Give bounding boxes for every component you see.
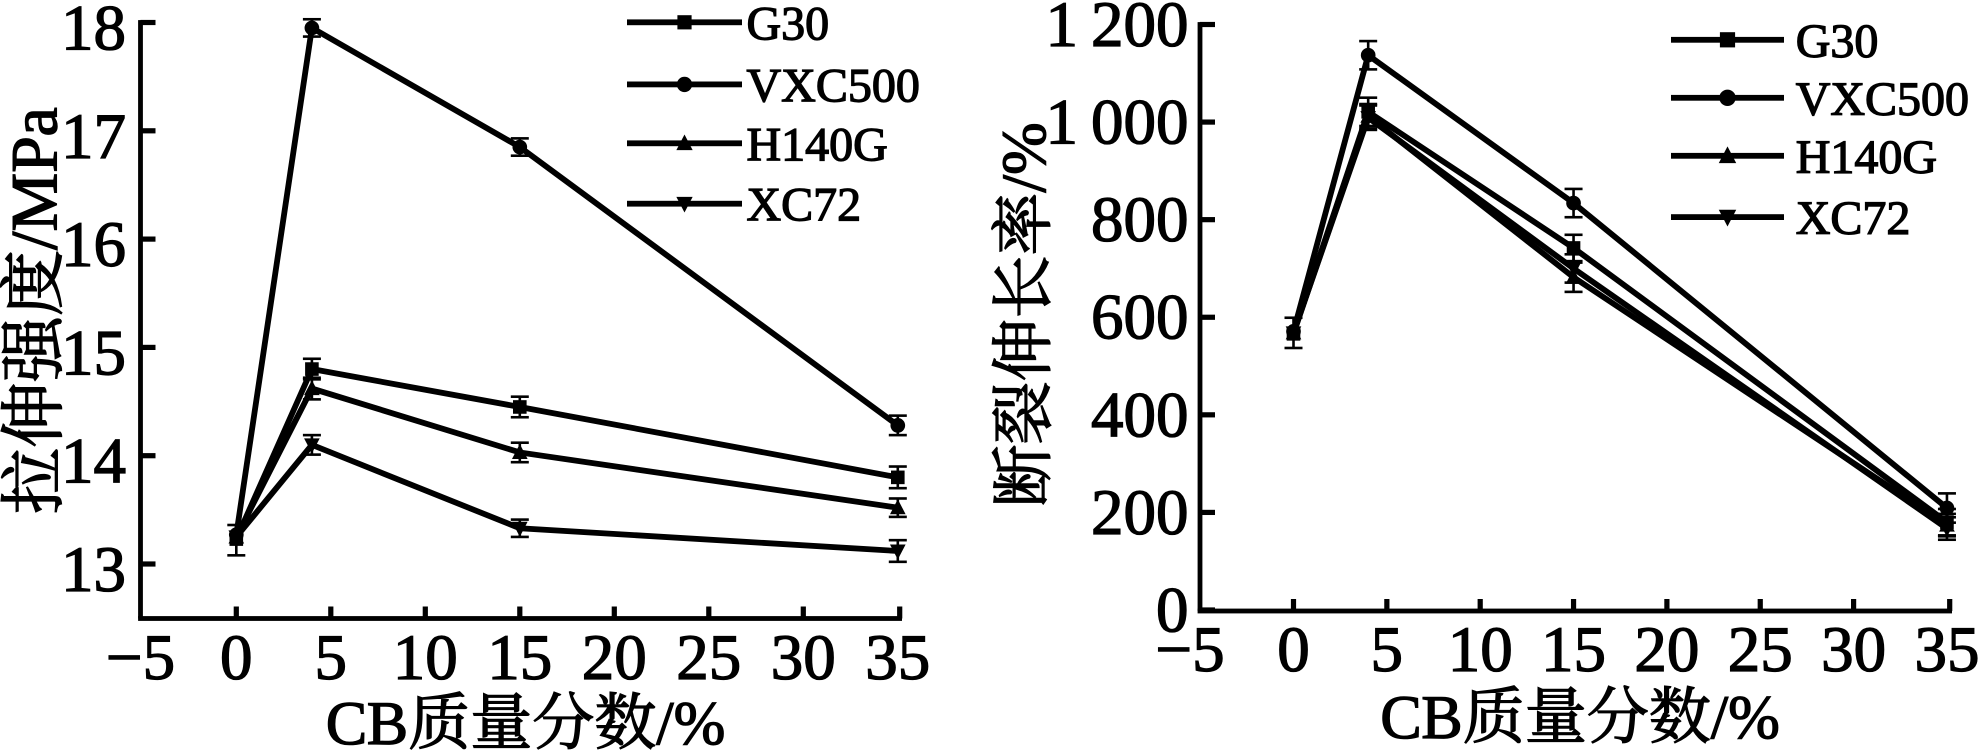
svg-text:20: 20 xyxy=(1634,614,1699,686)
svg-text:200: 200 xyxy=(1091,477,1189,549)
svg-text:17: 17 xyxy=(61,101,126,173)
svg-text:800: 800 xyxy=(1091,184,1189,256)
svg-text:15: 15 xyxy=(1541,614,1606,686)
svg-text:600: 600 xyxy=(1091,282,1189,354)
svg-text:10: 10 xyxy=(393,622,458,694)
svg-text:0: 0 xyxy=(220,622,253,694)
svg-text:14: 14 xyxy=(61,426,126,498)
svg-text:G30: G30 xyxy=(747,0,830,50)
svg-text:VXC500: VXC500 xyxy=(1796,73,1969,126)
svg-text:H140G: H140G xyxy=(747,118,888,171)
svg-text:0: 0 xyxy=(1277,614,1310,686)
svg-text:25: 25 xyxy=(676,622,741,694)
svg-text:1 200: 1 200 xyxy=(1045,0,1188,61)
svg-text:G30: G30 xyxy=(1796,15,1879,68)
svg-text:XC72: XC72 xyxy=(747,179,862,232)
svg-text:15: 15 xyxy=(61,317,126,389)
svg-text:20: 20 xyxy=(582,622,647,694)
svg-text:35: 35 xyxy=(1915,614,1980,686)
svg-text:18: 18 xyxy=(61,0,126,65)
svg-text:VXC500: VXC500 xyxy=(747,59,920,112)
svg-text:400: 400 xyxy=(1091,379,1189,451)
svg-text:5: 5 xyxy=(315,622,348,694)
svg-text:16: 16 xyxy=(61,209,126,281)
svg-text:5: 5 xyxy=(1371,614,1404,686)
svg-text:10: 10 xyxy=(1448,614,1513,686)
svg-text:−5: −5 xyxy=(106,622,175,694)
svg-text:30: 30 xyxy=(771,622,836,694)
svg-text:15: 15 xyxy=(487,622,552,694)
svg-text:25: 25 xyxy=(1728,614,1793,686)
svg-text:35: 35 xyxy=(865,622,930,694)
svg-text:30: 30 xyxy=(1821,614,1886,686)
svg-text:1 000: 1 000 xyxy=(1045,87,1188,159)
svg-text:0: 0 xyxy=(1156,575,1189,647)
svg-text:13: 13 xyxy=(61,534,126,606)
svg-text:−5: −5 xyxy=(1155,614,1224,686)
svg-text:H140G: H140G xyxy=(1796,131,1937,184)
svg-text:XC72: XC72 xyxy=(1796,192,1911,245)
